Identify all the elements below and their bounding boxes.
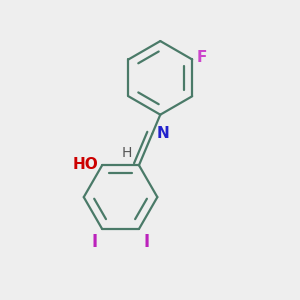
Text: I: I	[143, 232, 149, 250]
Text: N: N	[157, 126, 170, 141]
Text: F: F	[196, 50, 207, 65]
Text: H: H	[122, 146, 133, 160]
Text: HO: HO	[73, 157, 99, 172]
Text: I: I	[92, 232, 98, 250]
